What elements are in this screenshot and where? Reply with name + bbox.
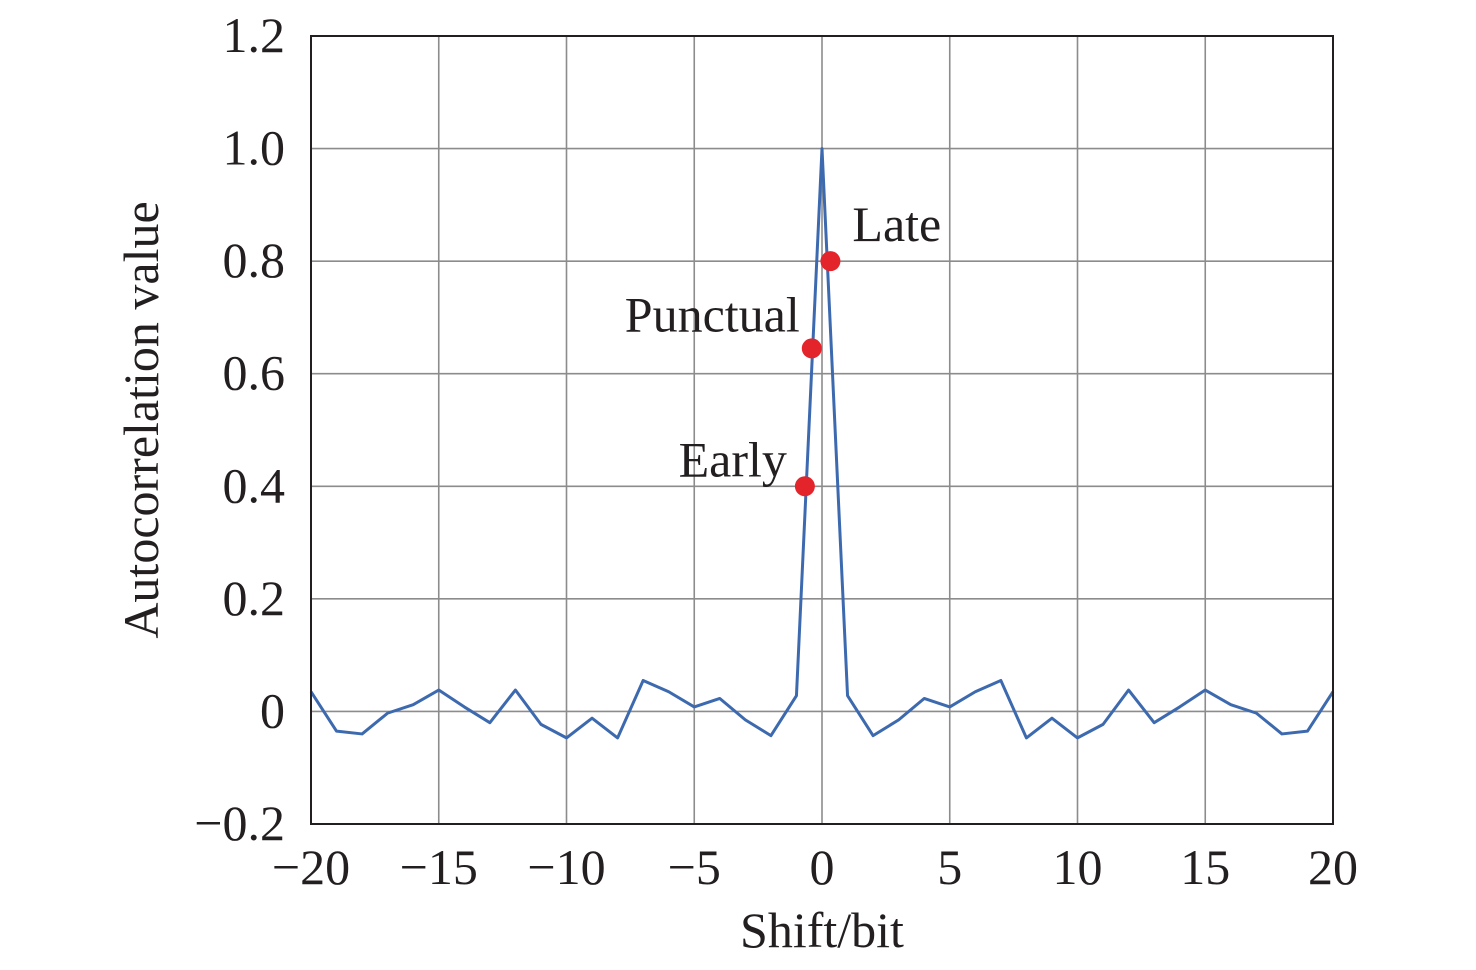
x-tick-label: −20 xyxy=(272,839,350,895)
x-tick-label: 0 xyxy=(810,839,835,895)
y-tick-label: 0.4 xyxy=(223,457,286,513)
annotation-marker-late xyxy=(820,251,841,272)
y-tick-labels: −0.2 0 0.2 0.4 0.6 0.8 1.0 1.2 xyxy=(194,7,285,851)
x-tick-labels: −20 −15 −10 −5 0 5 10 15 20 xyxy=(272,839,1358,895)
x-tick-label: −15 xyxy=(400,839,478,895)
x-tick-label: 5 xyxy=(937,839,962,895)
annotation-label-early: Early xyxy=(679,431,787,487)
x-tick-label: −10 xyxy=(527,839,605,895)
annotation-marker-early xyxy=(794,476,815,497)
x-tick-label: 15 xyxy=(1180,839,1230,895)
y-tick-label: 0.2 xyxy=(223,570,286,626)
annotation-labels: Early Punctual Late xyxy=(625,196,941,487)
series-group xyxy=(309,147,1335,740)
series-line xyxy=(309,147,1335,740)
y-tick-label: 0.6 xyxy=(223,345,286,401)
y-tick-label: 0.8 xyxy=(223,232,286,288)
x-axis-title: Shift/bit xyxy=(740,902,904,958)
y-tick-label: 1.0 xyxy=(223,120,286,176)
x-tick-label: 20 xyxy=(1308,839,1358,895)
y-axis-title: Autocorrelation value xyxy=(113,201,169,638)
annotation-label-punctual: Punctual xyxy=(625,286,800,342)
y-tick-label: 0 xyxy=(260,682,285,738)
y-tick-label: 1.2 xyxy=(223,7,286,63)
plot-frame xyxy=(310,35,1334,825)
x-tick-label: 10 xyxy=(1053,839,1103,895)
x-tick-label: −5 xyxy=(668,839,721,895)
y-tick-label: −0.2 xyxy=(194,795,285,851)
annotation-marker-punctual xyxy=(801,338,822,359)
annotation-label-late: Late xyxy=(852,196,941,252)
annotation-markers xyxy=(794,251,841,497)
